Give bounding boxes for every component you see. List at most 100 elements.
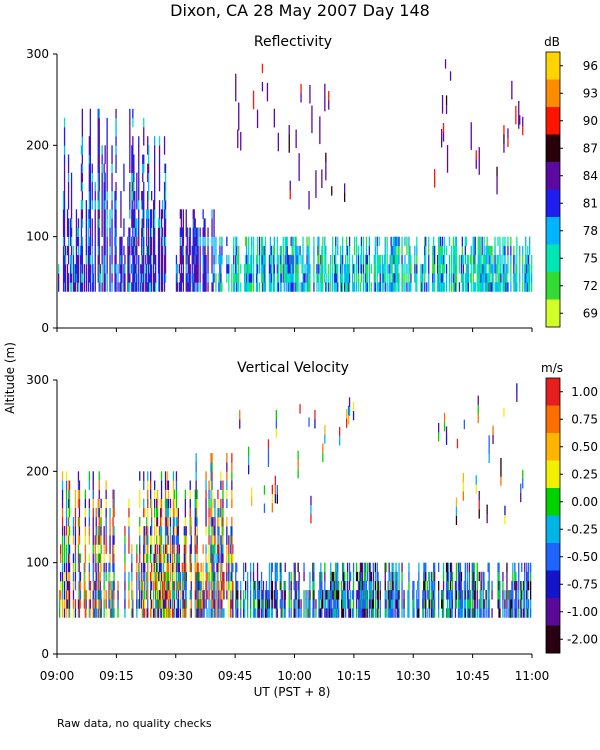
reflectivity-cell (98, 145, 100, 155)
velocity-cell (280, 562, 282, 573)
velocity-cell (530, 608, 532, 618)
velocity-cell (413, 608, 415, 618)
reflectivity-cell (454, 264, 457, 274)
reflectivity-cell (187, 282, 189, 292)
velocity-cell (162, 580, 165, 591)
reflectivity-cell (87, 209, 89, 219)
velocity-cell (478, 608, 480, 618)
velocity-cell (449, 562, 452, 573)
reflectivity-cell (72, 245, 75, 256)
velocity-cell (488, 580, 490, 591)
reflectivity-cell (313, 282, 315, 292)
reflectivity-cell (104, 273, 106, 283)
velocity-cell (189, 489, 191, 500)
velocity-cell (274, 475, 276, 486)
reflectivity-cell (324, 92, 326, 103)
reflectivity-cell (160, 218, 163, 228)
reflectivity-cell (382, 273, 384, 283)
velocity-cell (485, 608, 487, 618)
reflectivity-cell (324, 83, 326, 94)
reflectivity-cell (503, 245, 505, 256)
velocity-cell (158, 553, 161, 563)
velocity-cell (388, 599, 390, 609)
velocity-cell (256, 608, 259, 618)
velocity-cell (108, 580, 110, 591)
velocity-cell (330, 571, 332, 582)
velocity-cell (155, 590, 157, 600)
velocity-cell (177, 599, 179, 609)
velocity-cell (169, 517, 172, 527)
reflectivity-cell (131, 172, 133, 183)
reflectivity-cell (496, 166, 498, 177)
reflectivity-cell (308, 273, 310, 283)
reflectivity-cell (250, 273, 252, 283)
velocity-cell (77, 562, 80, 573)
velocity-cell (294, 608, 296, 618)
velocity-cell (509, 599, 511, 609)
reflectivity-cell (272, 264, 274, 274)
reflectivity-colorbar-segment (546, 162, 560, 190)
reflectivity-cell (101, 145, 103, 155)
reflectivity-cell (124, 273, 126, 283)
velocity-cell (279, 580, 281, 591)
velocity-cell (136, 608, 138, 618)
velocity-cell (105, 517, 107, 527)
velocity-cell (448, 590, 451, 600)
reflectivity-cell (525, 236, 527, 247)
reflectivity-cell (494, 254, 496, 265)
velocity-cell (196, 526, 198, 536)
reflectivity-cell (228, 273, 230, 283)
velocity-cell (374, 599, 376, 609)
velocity-cell (154, 608, 156, 618)
velocity-title: Vertical Velocity (237, 360, 349, 376)
velocity-cell (429, 608, 431, 618)
y-axis-label: Altitude (m) (3, 342, 17, 414)
velocity-cell (425, 562, 427, 573)
velocity-cell (450, 599, 453, 609)
velocity-cell (196, 489, 198, 500)
velocity-cell (176, 526, 178, 536)
reflectivity-cell (123, 282, 125, 292)
reflectivity-cell (111, 273, 113, 283)
reflectivity-cell (163, 264, 166, 274)
reflectivity-cell (337, 245, 339, 256)
velocity-cell (98, 580, 100, 591)
velocity-cell (171, 553, 174, 563)
reflectivity-cell (261, 236, 264, 247)
reflectivity-cell (486, 282, 488, 292)
velocity-cell (376, 580, 378, 591)
reflectivity-cell (101, 254, 103, 265)
velocity-cell (418, 562, 420, 573)
reflectivity-cell (285, 245, 287, 256)
velocity-cell (231, 462, 233, 472)
velocity-cell (218, 526, 220, 536)
reflectivity-cell (91, 282, 93, 292)
velocity-cell (252, 580, 255, 591)
velocity-cell (341, 599, 343, 609)
reflectivity-cell (235, 264, 237, 274)
reflectivity-cell (472, 273, 474, 283)
reflectivity-cell (515, 114, 517, 125)
reflectivity-cell (388, 282, 390, 292)
velocity-cell (401, 608, 403, 618)
reflectivity-cell (91, 273, 93, 283)
reflectivity-cell (81, 191, 83, 201)
reflectivity-cell (273, 264, 275, 274)
reflectivity-cell (240, 282, 242, 292)
velocity-cell (530, 599, 532, 609)
velocity-cell (77, 471, 80, 481)
reflectivity-cell (142, 254, 144, 265)
reflectivity-cell (348, 264, 351, 274)
reflectivity-cell (101, 172, 103, 183)
reflectivity-cell (197, 282, 199, 292)
velocity-cell (226, 489, 228, 500)
velocity-cell (131, 590, 133, 600)
velocity-cell (237, 590, 239, 600)
reflectivity-cell (379, 273, 381, 283)
reflectivity-cell (374, 254, 376, 265)
velocity-cell (184, 535, 186, 545)
velocity-cell (416, 590, 418, 600)
reflectivity-cell (295, 254, 297, 265)
reflectivity-cell (133, 254, 135, 265)
velocity-cell (94, 535, 96, 545)
